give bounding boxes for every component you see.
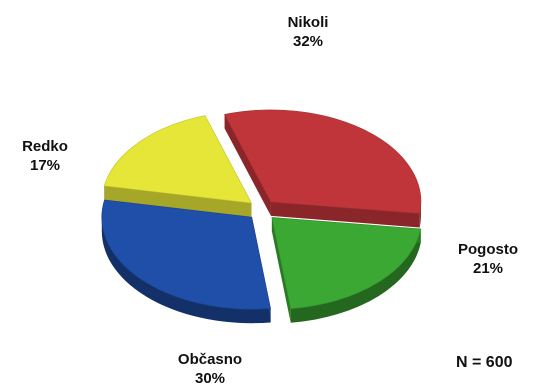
pie-slice-edge-redko — [104, 185, 252, 218]
slice-label-nikoli: Nikoli 32% — [270, 13, 346, 51]
pie-slice-top-redko — [103, 115, 253, 204]
pie-chart — [101, 109, 422, 324]
pie-slice-top-obcasno — [101, 199, 271, 310]
pie-slice-edge-nikoli — [224, 114, 271, 216]
pie-slice-side-obcasno — [101, 217, 271, 324]
slice-label-pogosto-name: Pogosto — [458, 241, 518, 258]
pie-slice-redko — [103, 115, 253, 218]
slice-label-pogosto-value: 21% — [472, 260, 504, 277]
pie-slice-side-pogosto — [290, 228, 421, 323]
slice-label-redko-value: 17% — [29, 157, 61, 174]
pie-slice-pogosto — [271, 217, 422, 323]
pie-slice-top-nikoli — [224, 109, 422, 214]
pie-slice-top-pogosto — [271, 217, 422, 310]
pie-slice-nikoli — [224, 109, 422, 228]
slice-label-obcasno-name: Občasno — [177, 351, 243, 368]
slice-label-obcasno: Občasno 30% — [162, 350, 258, 388]
sample-size-note: N = 600 — [456, 354, 513, 371]
pie-slices — [101, 109, 422, 324]
slice-label-nikoli-value: 32% — [292, 33, 324, 50]
slice-label-redko: Redko 17% — [2, 137, 88, 175]
slice-label-obcasno-value: 30% — [194, 370, 226, 387]
pie-slice-edge-pogosto — [271, 217, 291, 323]
pie-slice-edge-nikoli — [270, 201, 420, 228]
slice-label-nikoli-name: Nikoli — [287, 14, 329, 31]
pie-slice-obcasno — [101, 199, 271, 324]
slice-label-redko-name: Redko — [22, 138, 68, 155]
slice-label-pogosto: Pogosto 21% — [445, 240, 531, 278]
